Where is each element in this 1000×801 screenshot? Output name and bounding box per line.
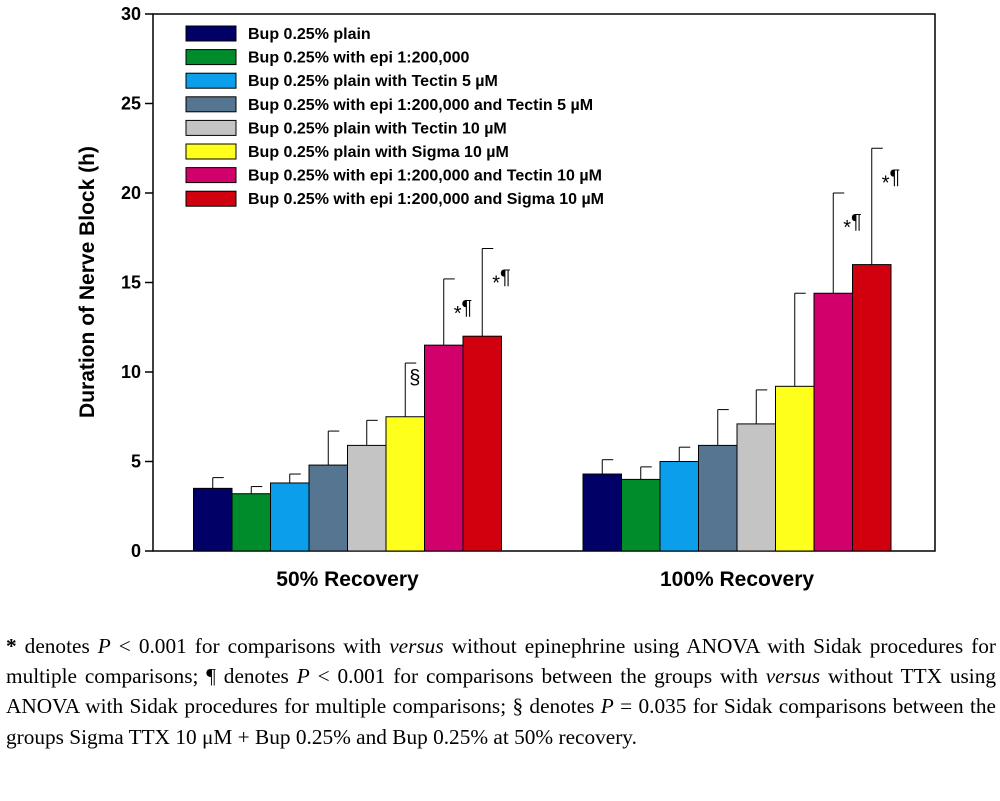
bar-chart: 0 5 10 15 20 25 30 50% Recovery 100% Recovery § *… (76, 4, 936, 591)
bar (736, 423, 776, 552)
bar (659, 461, 699, 552)
legend-swatch (185, 190, 237, 207)
pilcrow-symbol: ¶ (500, 266, 511, 288)
caption-text: < 0.001 for comparisons between the grou… (309, 664, 766, 689)
chart-bars: §*¶*¶*¶*¶ (193, 147, 901, 552)
x-tick-label: 50% Recovery (276, 568, 419, 591)
bar (813, 292, 853, 552)
legend-label: Bup 0.25% with epi 1:200,000 and Tectin … (248, 97, 593, 114)
caption-p-symbol: P (296, 664, 310, 689)
significance-annotation: *¶ (882, 166, 901, 194)
bar (852, 264, 892, 552)
asterisk-symbol: * (454, 303, 462, 325)
caption-p-symbol: P (97, 634, 111, 658)
legend-label: Bup 0.25% plain (248, 26, 371, 43)
bar (698, 444, 738, 552)
legend-label: Bup 0.25% with epi 1:200,000 (248, 50, 470, 67)
y-tick-label: 10 (121, 362, 141, 382)
legend-label: Bup 0.25% with epi 1:200,000 and Sigma 1… (248, 191, 604, 208)
bar (347, 444, 387, 552)
y-tick-label: 5 (131, 452, 141, 472)
legend-label: Bup 0.25% plain with Tectin 10 µM (248, 120, 507, 137)
significance-annotation: *¶ (492, 266, 511, 294)
asterisk-symbol: * (843, 217, 851, 239)
legend-swatch (185, 119, 237, 136)
bar (775, 385, 815, 552)
y-axis-label: Duration of Nerve Block (h) (76, 146, 99, 418)
chart-legend: Bup 0.25% plain Bup 0.25% with epi 1:200,… (185, 25, 604, 208)
legend-label: Bup 0.25% plain with Sigma 10 µM (248, 144, 509, 161)
bar (462, 335, 502, 552)
pilcrow-symbol: ¶ (890, 166, 901, 188)
y-tick-label: 15 (121, 273, 141, 293)
caption-star-symbol: * (6, 634, 17, 658)
legend-swatch (185, 96, 237, 113)
significance-annotation: § (409, 367, 420, 389)
bar (308, 464, 348, 552)
legend-swatch (185, 72, 237, 89)
significance-annotation: *¶ (454, 297, 473, 325)
bar (231, 493, 271, 552)
significance-annotation: *¶ (843, 211, 862, 239)
bar (385, 416, 425, 552)
asterisk-symbol: * (882, 172, 890, 194)
bar (424, 344, 464, 552)
caption-text: denotes (16, 634, 98, 658)
legend-swatch (185, 143, 237, 160)
legend-swatch (185, 49, 237, 66)
legend-label: Bup 0.25% with epi 1:200,000 and Tectin … (248, 168, 602, 185)
pilcrow-symbol: ¶ (462, 297, 473, 319)
asterisk-symbol: * (492, 272, 500, 294)
chart-axes: 0 5 10 15 20 25 30 50% Recovery 100% Recovery (121, 4, 936, 591)
caption-versus: versus (389, 634, 444, 658)
caption-text: < 0.001 for comparisons with (110, 634, 390, 658)
caption-versus: versus (765, 664, 821, 689)
x-tick-label: 100% Recovery (660, 568, 814, 591)
caption-text: without TTX using ANOVA with Sidak proce… (6, 664, 996, 719)
figure-caption: * denotes P < 0.001 for comparisons with… (6, 631, 996, 752)
caption-text: = 0.035 for Sidak comparisons between th… (6, 694, 996, 749)
legend-label: Bup 0.25% plain with Tectin 5 µM (248, 73, 498, 90)
bar (270, 482, 310, 552)
bar (193, 487, 233, 552)
y-tick-label: 25 (121, 94, 141, 114)
y-tick-label: 30 (121, 4, 141, 24)
pilcrow-symbol: ¶ (851, 211, 862, 233)
bar (621, 478, 661, 552)
bar (582, 473, 622, 552)
caption-p-symbol: P (600, 694, 614, 719)
legend-swatch (185, 167, 237, 184)
y-tick-label: 20 (121, 183, 141, 203)
legend-swatch (185, 25, 237, 42)
caption-text: without epinephrine using ANOVA with Sid… (6, 634, 996, 689)
y-tick-label: 0 (131, 541, 141, 561)
